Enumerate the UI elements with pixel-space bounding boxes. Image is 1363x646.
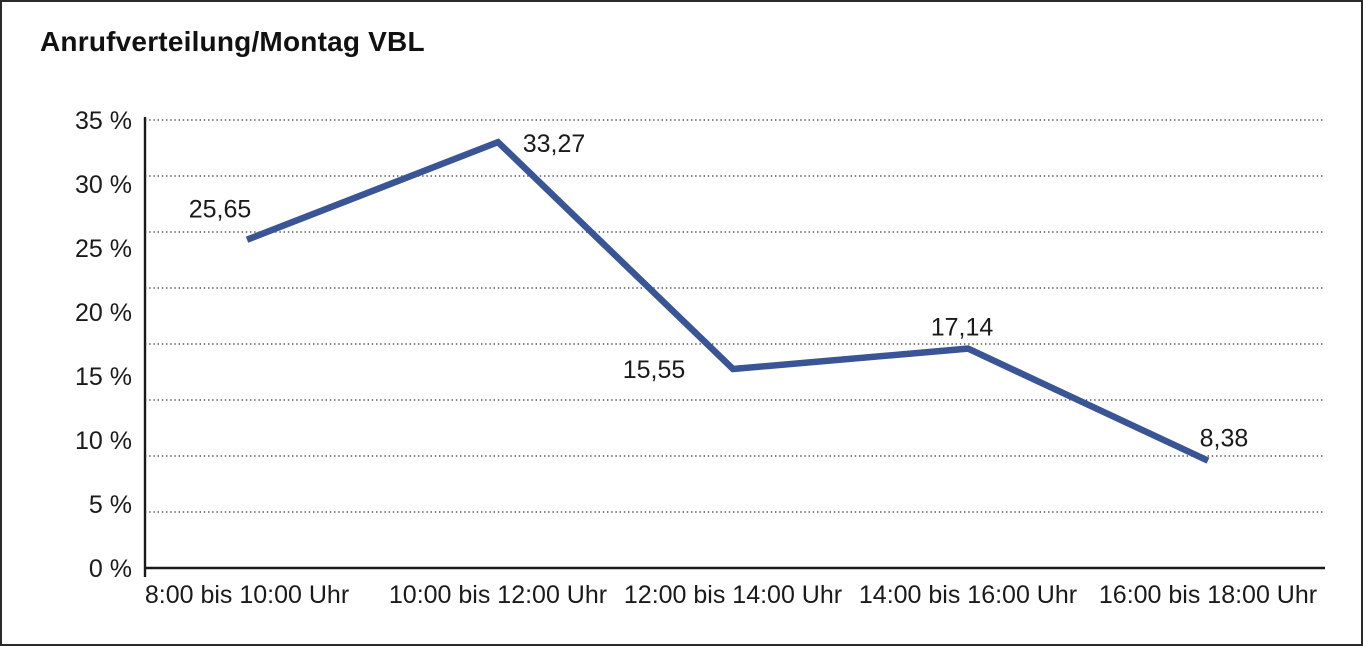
data-label: 15,55 (623, 356, 686, 384)
y-tick-label: 35 % (75, 107, 132, 135)
y-tick-label: 15 % (75, 363, 132, 391)
x-tick-label: 8:00 bis 10:00 Uhr (145, 581, 349, 609)
y-tick-label: 30 % (75, 171, 132, 199)
y-tick-label: 10 % (75, 427, 132, 455)
x-tick-label: 12:00 bis 14:00 Uhr (624, 581, 842, 609)
y-tick-label: 0 % (89, 555, 132, 583)
y-tick-label: 20 % (75, 299, 132, 327)
data-label: 17,14 (931, 314, 994, 342)
x-tick-label: 14:00 bis 16:00 Uhr (859, 581, 1077, 609)
chart-title: Anrufverteilung/Montag VBL (40, 26, 425, 57)
y-tick-label: 5 % (89, 491, 132, 519)
series-line (245, 138, 1210, 464)
y-tick-label: 25 % (75, 235, 132, 263)
data-label: 25,65 (189, 196, 252, 224)
x-tick-label: 16:00 bis 18:00 Uhr (1099, 581, 1317, 609)
x-tick-label: 10:00 bis 12:00 Uhr (389, 581, 607, 609)
data-label: 8,38 (1200, 425, 1249, 453)
data-label: 33,27 (523, 130, 586, 158)
